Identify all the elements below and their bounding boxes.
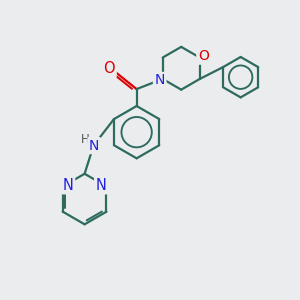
Text: N: N xyxy=(154,74,165,88)
Text: N: N xyxy=(63,178,74,193)
Text: O: O xyxy=(198,49,209,63)
Text: N: N xyxy=(89,139,99,152)
Text: O: O xyxy=(103,61,115,76)
Text: N: N xyxy=(96,178,106,193)
Text: H: H xyxy=(81,133,90,146)
